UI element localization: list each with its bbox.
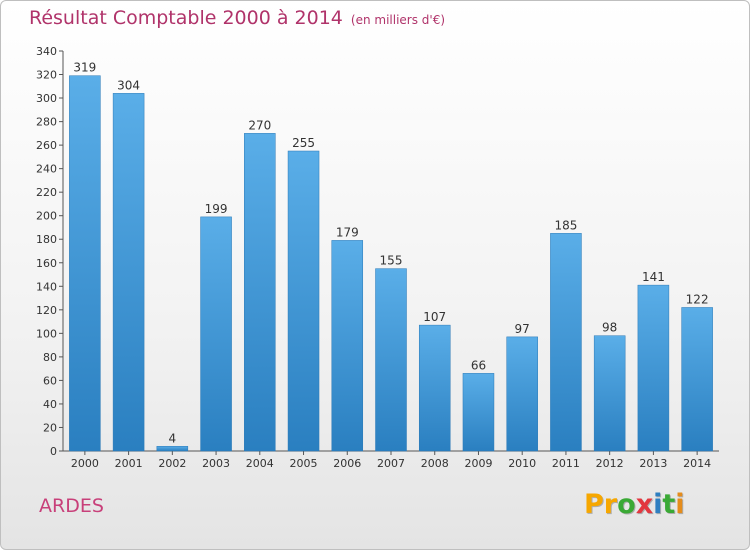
x-tick-label-2012: 2012 (596, 457, 624, 470)
proxiti-logo: Proxiti (584, 489, 685, 520)
y-tick-label: 120 (36, 304, 57, 317)
x-tick-label-2002: 2002 (158, 457, 186, 470)
bar-2014 (681, 307, 713, 452)
bar-2003 (200, 216, 232, 452)
x-tick-label-2011: 2011 (552, 457, 580, 470)
y-tick-label: 320 (36, 69, 57, 82)
data-labels: 319 304 4 199 270 255 179 155 107 66 97 185 98 141 122 (73, 61, 708, 446)
data-label-2008: 107 (423, 310, 446, 324)
bar-2005 (287, 150, 320, 452)
data-label-2006: 179 (336, 225, 359, 239)
bar-2009 (462, 373, 495, 452)
x-tick-label-2007: 2007 (377, 457, 405, 470)
y-tick-label: 280 (36, 116, 57, 129)
chart-title-text: Résultat Comptable 2000 à 2014 (29, 7, 343, 29)
data-label-2009: 66 (471, 358, 486, 372)
chart-subtitle: (en milliers d'€) (350, 13, 446, 27)
bar-2006 (331, 240, 364, 452)
x-tick-label-2014: 2014 (683, 457, 711, 470)
data-label-2002: 4 (169, 431, 177, 445)
bars (69, 75, 713, 452)
y-tick-label: 240 (36, 163, 57, 176)
y-tick-label: 180 (36, 233, 57, 246)
bar-2000 (69, 75, 101, 452)
y-tick-label: 300 (36, 92, 57, 105)
data-label-2011: 185 (554, 218, 577, 232)
y-tick-label: 80 (43, 351, 57, 364)
bar-2001 (112, 93, 145, 452)
data-label-2013: 141 (642, 270, 665, 284)
data-label-2005: 255 (292, 136, 315, 150)
y-tick-label: 220 (36, 186, 57, 199)
x-tick-label-2001: 2001 (115, 457, 143, 470)
logo-letter: t (662, 489, 676, 520)
data-label-2001: 304 (117, 78, 140, 92)
logo-letter: x (635, 489, 654, 520)
data-label-2004: 270 (248, 118, 271, 132)
logo-letter: P (584, 489, 604, 520)
x-tick-label-2009: 2009 (464, 457, 492, 470)
y-tick-label: 140 (36, 280, 57, 293)
y-tick-label: 100 (36, 327, 57, 340)
y-tick-label: 20 (43, 421, 57, 434)
x-tick-label-2013: 2013 (639, 457, 667, 470)
y-tick-label: 160 (36, 257, 57, 270)
bar-2004 (244, 133, 276, 452)
y-tick-label: 340 (36, 45, 57, 58)
bar-2012 (593, 335, 626, 452)
x-tick-label-2004: 2004 (246, 457, 274, 470)
data-label-2003: 199 (205, 202, 228, 216)
y-tick-label: 40 (43, 398, 57, 411)
x-tick-label-2000: 2000 (71, 457, 99, 470)
x-tick-label-2010: 2010 (508, 457, 536, 470)
logo-letter: i (653, 489, 663, 520)
bar-2013 (637, 284, 670, 452)
y-tick-label: 0 (50, 445, 57, 458)
bar-2008 (418, 324, 451, 452)
bar-2010 (506, 336, 538, 452)
data-label-2014: 122 (686, 292, 709, 306)
x-tick-label-2005: 2005 (290, 457, 318, 470)
bar-2011 (550, 233, 582, 452)
bar-2007 (375, 268, 407, 452)
bar-2002 (156, 446, 189, 452)
logo-letter: i (675, 489, 685, 520)
data-label-2012: 98 (602, 321, 617, 335)
chart-title: Résultat Comptable 2000 à 2014 (en millie… (29, 7, 445, 29)
logo-letter: r (603, 489, 618, 520)
data-label-2007: 155 (380, 254, 403, 268)
y-tick-label: 260 (36, 139, 57, 152)
y-tick-label: 60 (43, 374, 57, 387)
x-tick-label-2008: 2008 (421, 457, 449, 470)
y-tick-label: 200 (36, 210, 57, 223)
logo-letter: o (617, 489, 636, 520)
data-label-2010: 97 (515, 322, 530, 336)
x-tick-label-2003: 2003 (202, 457, 230, 470)
location-name: ARDES (39, 495, 104, 517)
x-tick-label-2006: 2006 (333, 457, 361, 470)
data-label-2000: 319 (73, 61, 96, 75)
